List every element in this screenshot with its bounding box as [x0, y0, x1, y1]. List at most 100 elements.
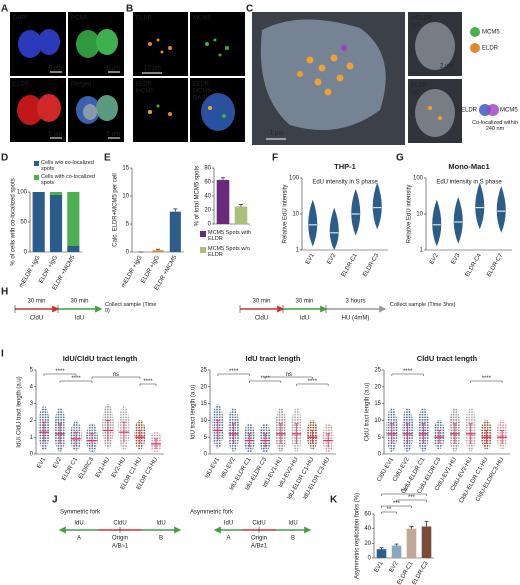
x-tick-label: EV1 — [374, 560, 385, 573]
legend-label: MCM5 Spots w/o ELDR — [208, 246, 250, 259]
x-tick-label: EV1 — [36, 456, 47, 469]
y-tick-label: 40 — [204, 194, 211, 200]
bar — [376, 549, 387, 558]
legend-label: ELDR — [482, 46, 499, 52]
y-tick-label: 1 — [296, 248, 300, 254]
end-label-box: Collect sample (Time 3hrs) — [390, 302, 456, 308]
y-tick-label: 15 — [122, 166, 129, 172]
legend-label-box: Cells with co-localized spots — [41, 174, 95, 186]
y-tick-label: 1 — [30, 435, 34, 441]
x-tick-label: EV2 — [429, 252, 440, 265]
note-box: Co-localized within 240 nm — [472, 120, 518, 133]
fork-title: Asymmetric fork — [190, 510, 234, 516]
violin — [475, 182, 485, 230]
fork-label: IdU — [74, 521, 83, 527]
violin — [432, 199, 442, 247]
fork-title: Symmetric fork — [60, 510, 101, 516]
y-tick-label: 0 — [208, 222, 212, 228]
note: Co-localized within 240 nm — [472, 120, 518, 133]
fork-part: Origin — [112, 536, 128, 542]
channel-label: Merged — [71, 82, 91, 88]
bar-segment — [67, 246, 80, 252]
significance-bracket — [249, 380, 282, 383]
y-axis-label: Relative EdU intensity — [283, 185, 289, 244]
fork-part: A — [77, 536, 81, 542]
annotation: EdU intensity in S phase — [436, 180, 502, 186]
channel-label: MCM5 — [193, 16, 211, 22]
inset-label: IgG — [411, 23, 421, 29]
bar-segment — [67, 192, 80, 246]
bar — [152, 250, 164, 252]
panel-letter: A — [1, 4, 8, 15]
x-tick-label: ELDR-C4 — [465, 252, 483, 278]
chart-title: THP-1 — [334, 162, 356, 171]
significance-label: *** — [393, 501, 401, 507]
y-tick-label: 80 — [204, 166, 211, 172]
significance-label: *** — [400, 489, 408, 495]
y-tick-label: 100 — [413, 176, 424, 182]
y-tick-label: 60 — [364, 512, 371, 518]
y-tick-label: 5 — [126, 222, 130, 228]
label: HU (4mM) — [342, 316, 370, 322]
significance-label: **** — [71, 376, 81, 382]
chart-title: CldU tract length — [417, 354, 478, 363]
channel-label: ELDR — [193, 82, 210, 88]
y-tick-label: 5 — [30, 368, 34, 374]
y-tick-label: 5 — [204, 435, 208, 441]
x-tick-label: ELDR-C7 — [486, 252, 504, 278]
x-tick-label: EV2-HU — [111, 457, 127, 479]
x-tick-label: ELDR-C1 — [341, 252, 359, 278]
significance-bracket — [91, 376, 141, 379]
scale-label: 2 µm — [440, 64, 453, 70]
fork-part: A — [226, 536, 230, 542]
panel-c-legend — [470, 27, 499, 116]
legend-label-box: MCM5 Spots with ELDR — [208, 230, 252, 243]
panel-letter: B — [126, 4, 133, 15]
label: IdU — [75, 316, 84, 322]
panel-letter: E — [104, 153, 111, 164]
y-tick-label: 25 — [200, 368, 207, 374]
significance-bracket — [264, 376, 313, 379]
panel-letter: G — [396, 153, 404, 164]
legend-swatch — [34, 161, 39, 166]
channel-label: ELDR — [13, 82, 30, 88]
significance-label: ns — [113, 372, 119, 378]
panel-letter: K — [330, 495, 338, 506]
end-label: Collect sample (Time 0) — [105, 302, 157, 315]
x-tick-label: mELDR +IgG — [121, 255, 144, 289]
y-tick-label: 0 — [30, 452, 34, 458]
bar-segment — [49, 192, 63, 195]
venn-label: ELDR — [461, 108, 478, 114]
channel-label: DAPI — [13, 16, 27, 22]
y-tick-label: 5 — [378, 435, 382, 441]
fork-label: IdU — [288, 521, 297, 527]
violin — [308, 199, 318, 247]
legend-label-box: Cells w/o co-localized spots — [41, 160, 94, 173]
y-tick-label: 0 — [126, 250, 130, 256]
legend-label-box: MCM5 Spots w/o ELDR — [208, 246, 250, 259]
x-tick-label: ELDR C1 — [61, 456, 79, 482]
significance-bracket — [381, 505, 412, 508]
significance-bracket — [381, 511, 397, 514]
significance-label: ns — [286, 372, 292, 378]
x-tick-label: EV2 — [52, 456, 63, 469]
panel-letter: H — [1, 287, 8, 298]
legend-label: MCM5 Spots with ELDR — [208, 230, 252, 243]
panel-c-images — [252, 12, 462, 145]
chart-title: IdU/CldU tract length — [63, 354, 138, 363]
significance-bracket — [396, 499, 427, 502]
y-tick-label: 100 — [289, 176, 300, 182]
inset-label: IgG — [411, 90, 421, 96]
x-tick-label: ELDR-C3 — [362, 252, 380, 278]
significance-label: **** — [55, 369, 65, 375]
duration: 30 min — [70, 299, 88, 305]
legend-label: Cells w/o co-localized spots — [41, 160, 94, 173]
bar-segment — [49, 195, 63, 252]
significance-label: **** — [143, 379, 153, 385]
bar — [406, 528, 417, 558]
y-tick-label: 10 — [416, 212, 423, 218]
channel-label: MCM5 — [193, 89, 211, 95]
label: CldU — [30, 316, 43, 322]
venn-label: MCM5 — [500, 108, 518, 114]
